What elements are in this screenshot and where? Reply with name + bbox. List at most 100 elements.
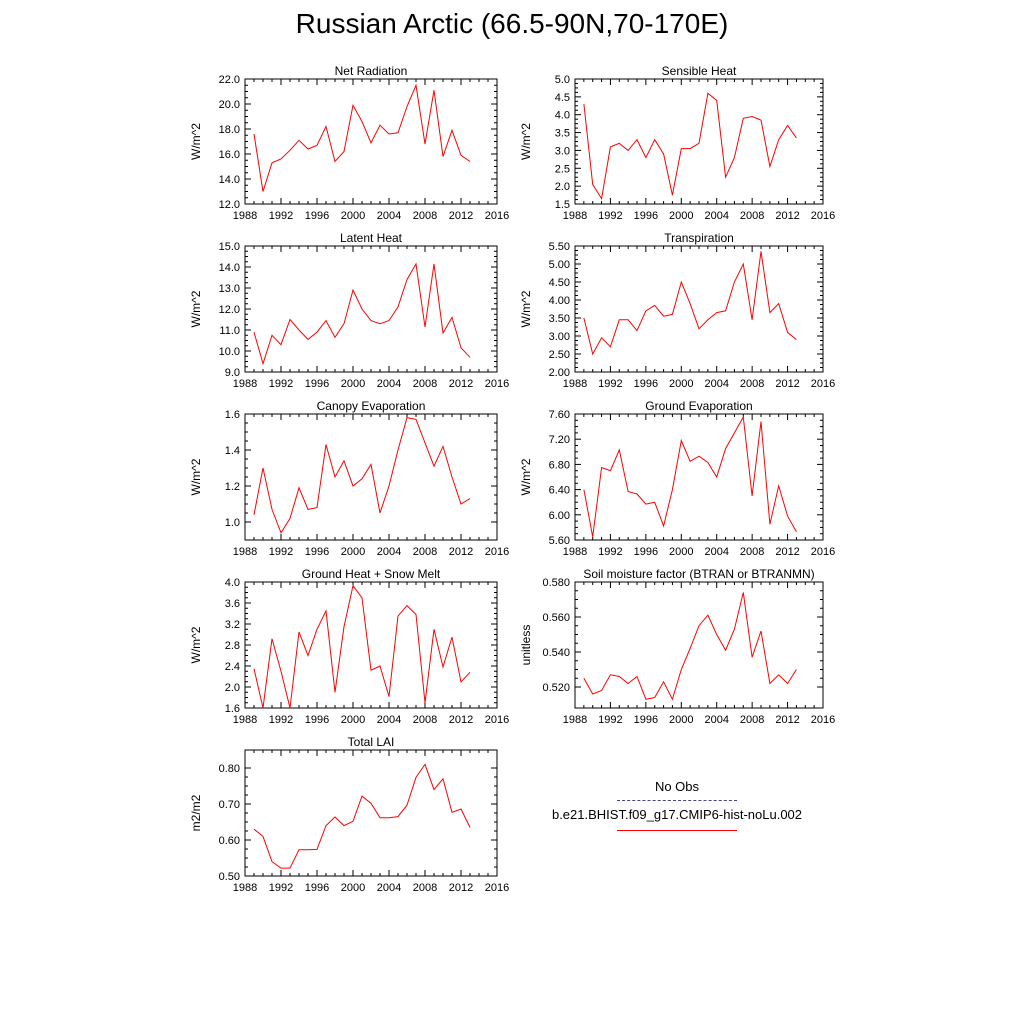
panel-2-ytick-label: 3.0 bbox=[555, 145, 570, 157]
panel-2-ytick-label: 4.5 bbox=[555, 92, 570, 104]
panel-7-xtick-label: 1992 bbox=[269, 714, 293, 726]
panel-9-frame bbox=[244, 749, 498, 877]
panel-1-ytick-label: 18.0 bbox=[219, 124, 240, 136]
panel-6-ytick-label: 6.80 bbox=[549, 459, 570, 471]
panel-7-ylabel: W/m^2 bbox=[189, 626, 203, 663]
panel-4-frame bbox=[574, 245, 824, 373]
legend-model-label: b.e21.BHIST.f09_g17.CMIP6-hist-noLu.002 bbox=[551, 807, 803, 822]
panel-8-xtick-label: 1988 bbox=[563, 714, 587, 726]
panel-8-ytick-label: 0.580 bbox=[542, 577, 570, 589]
panel-6-ytick-label: 7.20 bbox=[549, 434, 570, 446]
panel-2-ytick-label: 2.5 bbox=[555, 163, 570, 175]
panel-4-ytick-label: 4.50 bbox=[549, 277, 570, 289]
panel-4-ytick-label: 2.50 bbox=[549, 349, 570, 361]
panel-9-ytick-label: 0.60 bbox=[219, 835, 240, 847]
panel-5-series-line bbox=[253, 417, 471, 534]
panel-3-xtick-label: 1996 bbox=[305, 378, 329, 390]
panel-1-ylabel: W/m^2 bbox=[189, 123, 203, 160]
panel-8-series-line bbox=[583, 592, 797, 701]
panel-1-xtick-label: 2016 bbox=[485, 210, 509, 222]
panel-8-xtick-label: 2000 bbox=[669, 714, 693, 726]
panel-7-ytick-label: 2.0 bbox=[225, 682, 240, 694]
panel-1-xtick-label: 2012 bbox=[449, 210, 473, 222]
panel-7-xtick-label: 2004 bbox=[377, 714, 401, 726]
page-title: Russian Arctic (66.5-90N,70-170E) bbox=[295, 8, 729, 39]
panel-2-xtick-label: 1992 bbox=[598, 210, 622, 222]
panel-1-xtick-label: 2004 bbox=[377, 210, 401, 222]
panel-5-xtick-label: 2004 bbox=[377, 546, 401, 558]
panel-6-ytick-label: 7.60 bbox=[549, 409, 570, 421]
panel-4-xtick-label: 2012 bbox=[775, 378, 799, 390]
panel-4-ylabel: W/m^2 bbox=[519, 290, 533, 327]
legend-obs-line bbox=[617, 800, 737, 801]
panel-9-xtick-label: 2016 bbox=[485, 882, 509, 894]
panel-8-ytick-label: 0.540 bbox=[542, 647, 570, 659]
panel-1-xtick-label: 1996 bbox=[305, 210, 329, 222]
panel-9-ytick-label: 0.50 bbox=[219, 871, 240, 883]
panel-8-ylabel: unitless bbox=[519, 625, 533, 666]
panel-3-ytick-label: 9.0 bbox=[225, 367, 240, 379]
panel-2-xtick-label: 2000 bbox=[669, 210, 693, 222]
panel-7-ytick-label: 3.6 bbox=[225, 598, 240, 610]
panel-6-title: Ground Evaporation bbox=[645, 399, 752, 413]
panel-4-ytick-label: 3.50 bbox=[549, 313, 570, 325]
panel-3-xtick-label: 1992 bbox=[269, 378, 293, 390]
panel-1-ytick-label: 20.0 bbox=[219, 99, 240, 111]
panel-9-title: Total LAI bbox=[348, 735, 395, 749]
panel-8-xtick-label: 2012 bbox=[775, 714, 799, 726]
panel-6-frame bbox=[574, 413, 824, 541]
panel-4-ytick-label: 2.00 bbox=[549, 367, 570, 379]
panel-2-ytick-label: 4.0 bbox=[555, 110, 570, 122]
panel-7-frame bbox=[244, 581, 498, 709]
panel-7-title: Ground Heat + Snow Melt bbox=[302, 567, 441, 581]
panel-3-xtick-label: 2016 bbox=[485, 378, 509, 390]
panel-6-ytick-label: 5.60 bbox=[549, 535, 570, 547]
panel-5-xtick-label: 1996 bbox=[305, 546, 329, 558]
panel-1-ytick-label: 12.0 bbox=[219, 199, 240, 211]
panel-4-ytick-label: 5.00 bbox=[549, 259, 570, 271]
panel-7-ytick-label: 4.0 bbox=[225, 577, 240, 589]
panel-8-xtick-label: 2008 bbox=[740, 714, 764, 726]
panel-5-ylabel: W/m^2 bbox=[189, 458, 203, 495]
panel-1-title: Net Radiation bbox=[335, 64, 408, 78]
legend-model-line bbox=[617, 830, 737, 831]
panel-8-ytick-label: 0.520 bbox=[542, 682, 570, 694]
panel-7-xtick-label: 2016 bbox=[485, 714, 509, 726]
panel-4-xtick-label: 2004 bbox=[704, 378, 728, 390]
panel-5-xtick-label: 1988 bbox=[233, 546, 257, 558]
panel-3-ylabel: W/m^2 bbox=[189, 290, 203, 327]
panel-6-xtick-label: 1992 bbox=[598, 546, 622, 558]
panel-2-xtick-label: 2012 bbox=[775, 210, 799, 222]
panel-4-xtick-label: 2000 bbox=[669, 378, 693, 390]
panel-1-xtick-label: 2000 bbox=[341, 210, 365, 222]
panel-8-frame bbox=[574, 581, 824, 709]
panel-9-ylabel: m2/m2 bbox=[189, 794, 203, 831]
panel-5-xtick-label: 2008 bbox=[413, 546, 437, 558]
panel-9-ytick-label: 0.80 bbox=[219, 763, 240, 775]
panel-6-xtick-label: 2004 bbox=[704, 546, 728, 558]
panel-6-xtick-label: 2000 bbox=[669, 546, 693, 558]
panel-3-xtick-label: 2008 bbox=[413, 378, 437, 390]
panel-4-xtick-label: 2016 bbox=[811, 378, 835, 390]
panel-1-ytick-label: 22.0 bbox=[219, 74, 240, 86]
panel-5-xtick-label: 2012 bbox=[449, 546, 473, 558]
panel-3-xtick-label: 2012 bbox=[449, 378, 473, 390]
panel-1-ytick-label: 16.0 bbox=[219, 149, 240, 161]
panel-2-ytick-label: 2.0 bbox=[555, 181, 570, 193]
panel-6-series-line bbox=[583, 415, 797, 537]
panel-2-xtick-label: 2008 bbox=[740, 210, 764, 222]
panel-1-frame bbox=[244, 78, 498, 205]
panel-8-title: Soil moisture factor (BTRAN or BTRANMN) bbox=[583, 567, 814, 581]
panel-3-series-line bbox=[253, 262, 471, 366]
panel-5-title: Canopy Evaporation bbox=[317, 399, 426, 413]
panel-7-ytick-label: 2.4 bbox=[225, 661, 240, 673]
panel-8-xtick-label: 2004 bbox=[704, 714, 728, 726]
panel-3-title: Latent Heat bbox=[340, 231, 403, 245]
panel-3-ytick-label: 12.0 bbox=[219, 304, 240, 316]
panel-9-ytick-label: 0.70 bbox=[219, 799, 240, 811]
panel-4-ytick-label: 5.50 bbox=[549, 241, 570, 253]
panel-3-ytick-label: 15.0 bbox=[219, 241, 240, 253]
panel-5-xtick-label: 1992 bbox=[269, 546, 293, 558]
panel-3-ytick-label: 14.0 bbox=[219, 262, 240, 274]
